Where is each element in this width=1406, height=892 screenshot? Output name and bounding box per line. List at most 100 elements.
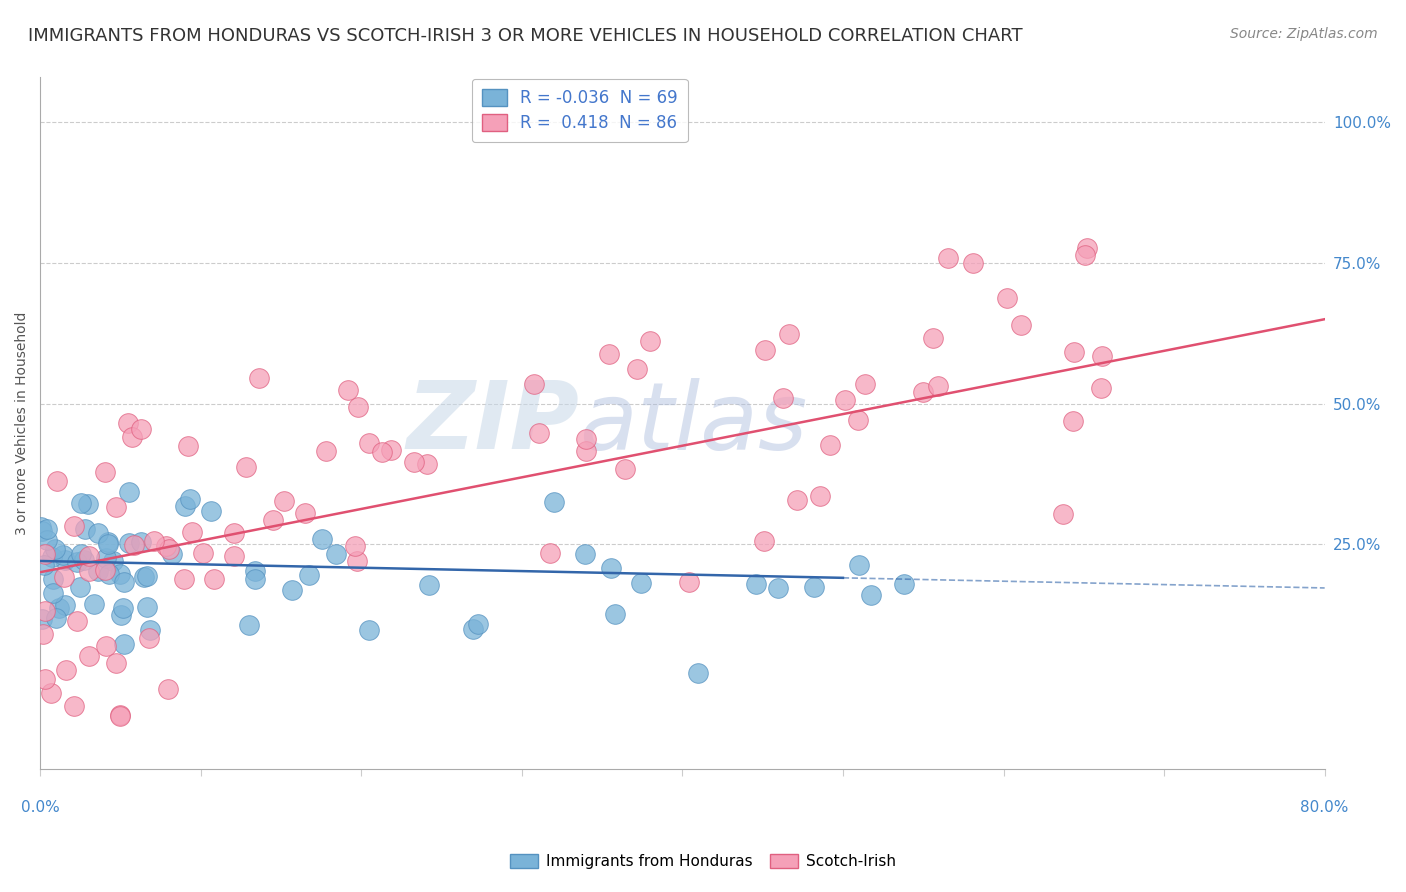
Point	[108, 709, 131, 723]
Point	[860, 588, 883, 602]
Point	[243, 564, 266, 578]
Point	[614, 462, 637, 476]
Point	[262, 513, 284, 527]
Point	[108, 566, 131, 581]
Point	[62, 518, 84, 533]
Point	[1090, 382, 1112, 396]
Point	[129, 535, 152, 549]
Point	[778, 326, 800, 341]
Point	[222, 549, 245, 563]
Point	[371, 445, 394, 459]
Point	[132, 570, 155, 584]
Point	[538, 546, 561, 560]
Point	[101, 554, 124, 568]
Point	[52, 548, 75, 562]
Point	[686, 666, 709, 681]
Point	[63, 699, 86, 714]
Point	[42, 572, 65, 586]
Point	[129, 422, 152, 436]
Point	[94, 466, 117, 480]
Point	[121, 430, 143, 444]
Point	[347, 400, 370, 414]
Point	[911, 384, 934, 399]
Point	[346, 554, 368, 568]
Point	[45, 474, 67, 488]
Point	[174, 499, 197, 513]
Point	[337, 384, 360, 398]
Point	[66, 614, 89, 628]
Point	[112, 574, 135, 589]
Point	[32, 558, 55, 573]
Point	[31, 524, 53, 538]
Point	[31, 612, 53, 626]
Point	[344, 539, 367, 553]
Point	[243, 572, 266, 586]
Point	[630, 576, 652, 591]
Point	[69, 581, 91, 595]
Point	[142, 533, 165, 548]
Point	[97, 566, 120, 581]
Point	[118, 485, 141, 500]
Point	[69, 495, 91, 509]
Point	[1091, 349, 1114, 363]
Point	[110, 708, 132, 723]
Point	[179, 491, 201, 506]
Point	[135, 600, 157, 615]
Point	[820, 437, 842, 451]
Point	[104, 656, 127, 670]
Point	[603, 607, 626, 621]
Point	[848, 413, 870, 427]
Point	[117, 416, 139, 430]
Point	[39, 685, 62, 699]
Point	[1010, 318, 1032, 332]
Point	[202, 572, 225, 586]
Point	[160, 547, 183, 561]
Point	[48, 601, 70, 615]
Text: ZIP: ZIP	[406, 377, 579, 469]
Point	[927, 378, 949, 392]
Point	[34, 604, 56, 618]
Point	[97, 534, 120, 549]
Point	[77, 496, 100, 510]
Point	[52, 570, 75, 584]
Point	[200, 504, 222, 518]
Point	[111, 600, 134, 615]
Point	[786, 492, 808, 507]
Point	[97, 537, 120, 551]
Point	[834, 392, 856, 407]
Point	[298, 567, 321, 582]
Point	[157, 542, 180, 557]
Point	[181, 524, 204, 539]
Point	[1052, 507, 1074, 521]
Point	[754, 343, 776, 357]
Point	[72, 552, 94, 566]
Point	[55, 553, 77, 567]
Point	[138, 631, 160, 645]
Point	[626, 362, 648, 376]
Point	[77, 648, 100, 663]
Point	[772, 391, 794, 405]
Point	[273, 494, 295, 508]
Point	[34, 672, 56, 686]
Point	[678, 574, 700, 589]
Point	[44, 541, 66, 556]
Point	[962, 256, 984, 270]
Point	[600, 561, 623, 575]
Point	[96, 551, 118, 566]
Point	[55, 663, 77, 677]
Point	[69, 547, 91, 561]
Point	[1076, 241, 1098, 255]
Point	[311, 532, 333, 546]
Point	[222, 526, 245, 541]
Point	[156, 681, 179, 696]
Point	[938, 251, 960, 265]
Point	[803, 580, 825, 594]
Point	[45, 611, 67, 625]
Point	[745, 577, 768, 591]
Point	[418, 577, 440, 591]
Point	[193, 546, 215, 560]
Text: 0.0%: 0.0%	[21, 799, 59, 814]
Point	[124, 538, 146, 552]
Point	[574, 547, 596, 561]
Point	[173, 572, 195, 586]
